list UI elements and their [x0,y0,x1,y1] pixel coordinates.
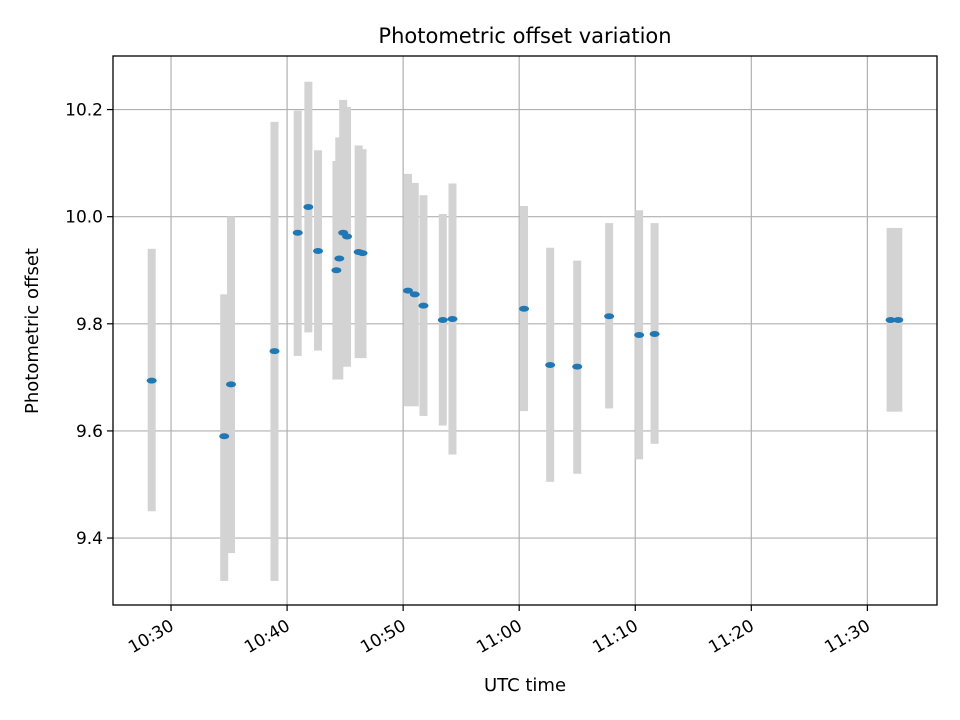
data-point [519,305,530,312]
data-point [331,267,342,274]
data-point [409,291,420,298]
y-tick-label: 9.4 [76,529,103,549]
data-point [146,377,157,384]
data-point [437,317,448,324]
y-axis-label: Photometric offset [22,248,43,414]
data-point [649,330,660,337]
data-point [545,362,556,369]
data-point [334,255,345,262]
data-point [292,229,303,236]
data-point [303,204,314,211]
data-point [893,317,904,324]
x-axis-label: UTC time [484,675,566,696]
data-point [418,302,429,309]
data-point [269,348,280,355]
plot-frame [112,55,938,606]
data-point [313,247,324,254]
y-tick-label: 9.8 [76,315,103,335]
data-point [634,332,645,339]
y-tick-label: 10.2 [65,101,103,121]
data-point [885,317,896,324]
data-point [225,381,236,388]
data-point [219,433,230,440]
data-point [447,315,458,322]
y-axis-ticks: 9.4 9.6 9.8 10.0 10.2 [65,101,113,549]
data-point [604,313,615,320]
data-point [342,233,353,240]
y-tick-label: 10.0 [65,208,103,228]
chart-title: Photometric offset variation [378,24,671,48]
data-points [146,204,904,440]
data-point [402,287,413,294]
data-point [357,250,368,257]
data-point [572,363,583,370]
y-tick-label: 9.6 [76,422,103,442]
